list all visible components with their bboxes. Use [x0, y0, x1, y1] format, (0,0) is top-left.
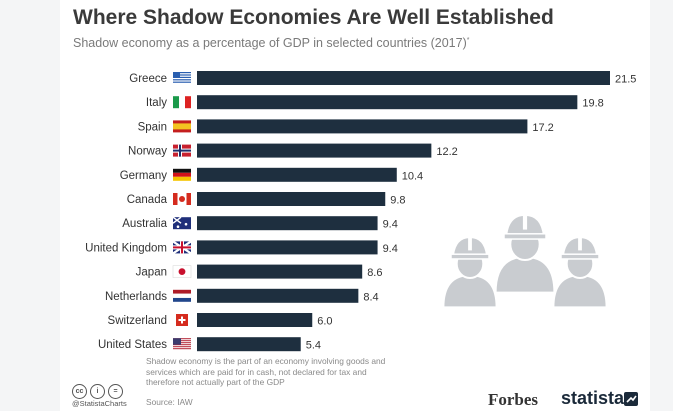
flag-icon: [172, 265, 192, 278]
statista-mark-icon: [624, 392, 638, 406]
value-label: 5.4: [306, 340, 321, 352]
flag-icon: [173, 144, 191, 157]
bar: [197, 337, 301, 352]
flag-icon: [173, 168, 191, 181]
flag-icon: [172, 240, 192, 255]
bar: [197, 143, 432, 158]
flag-icon: [173, 120, 191, 133]
value-label: 19.8: [582, 98, 603, 110]
value-label: 9.8: [390, 195, 405, 207]
flag-icon: [173, 72, 191, 83]
category-label: Spain: [138, 121, 167, 133]
subtitle-footnote-mark: *: [466, 36, 470, 44]
flag-icon: [176, 314, 188, 326]
bar: [197, 119, 528, 134]
value-label: 8.6: [367, 267, 382, 279]
footnote: Shadow economy is the part of an economy…: [146, 356, 386, 388]
value-label: 9.4: [383, 243, 398, 255]
equals-icon: =: [108, 384, 123, 399]
category-label: Netherlands: [105, 291, 167, 303]
category-label: Greece: [129, 73, 167, 85]
bar: [197, 264, 363, 279]
bar: [197, 216, 378, 231]
flag-icon: [173, 96, 191, 109]
bar: [197, 95, 578, 110]
worker-icon: [442, 236, 498, 309]
worker-icon: [494, 213, 556, 294]
statista-logo: statista: [561, 388, 625, 408]
bar: [197, 313, 313, 327]
bar: [197, 167, 397, 182]
value-label: 8.4: [363, 291, 378, 303]
chart-title: Where Shadow Economies Are Well Establis…: [73, 6, 554, 29]
statista-handle: @StatistaCharts: [72, 399, 127, 408]
bar: [197, 288, 359, 303]
value-label: 10.4: [402, 170, 423, 182]
category-label: Australia: [122, 218, 167, 230]
license-icons: cc i =: [72, 380, 142, 399]
value-label: 12.2: [436, 146, 457, 158]
category-label: Norway: [128, 146, 167, 158]
forbes-logo: Forbes: [488, 390, 539, 409]
worker-helmets-icon: [442, 213, 608, 309]
category-label: Canada: [127, 194, 168, 206]
category-label: Italy: [146, 97, 167, 109]
category-label: Japan: [136, 267, 167, 279]
value-label: 17.2: [532, 122, 553, 134]
bar: [197, 240, 378, 255]
flag-icon: [172, 289, 192, 302]
flag-icon: [172, 216, 191, 230]
value-label: 6.0: [317, 316, 332, 328]
creative-commons-icon: cc: [72, 384, 87, 399]
category-label: United Kingdom: [85, 242, 167, 254]
category-label: Switzerland: [108, 315, 167, 327]
category-label: Germany: [120, 170, 168, 182]
subtitle-text: Shadow economy as a percentage of GDP in…: [73, 36, 467, 50]
value-label: 9.4: [383, 219, 398, 231]
category-label: United States: [98, 339, 167, 351]
bars-group: Greece 21.5 Italy 19.8 Spain 17.2 Norway 12.2 Ge…: [85, 71, 636, 352]
bar: [197, 192, 386, 206]
value-label: 21.5: [615, 74, 636, 86]
flag-icon: [173, 193, 191, 205]
source-note: Source: IAW: [146, 397, 193, 407]
flag-icons: [172, 72, 192, 350]
flag-icon: [173, 338, 191, 350]
worker-icon: [552, 236, 608, 309]
chart-subtitle: Shadow economy as a percentage of GDP in…: [73, 36, 469, 50]
bar: [197, 71, 610, 85]
attribution-icon: i: [90, 384, 105, 399]
